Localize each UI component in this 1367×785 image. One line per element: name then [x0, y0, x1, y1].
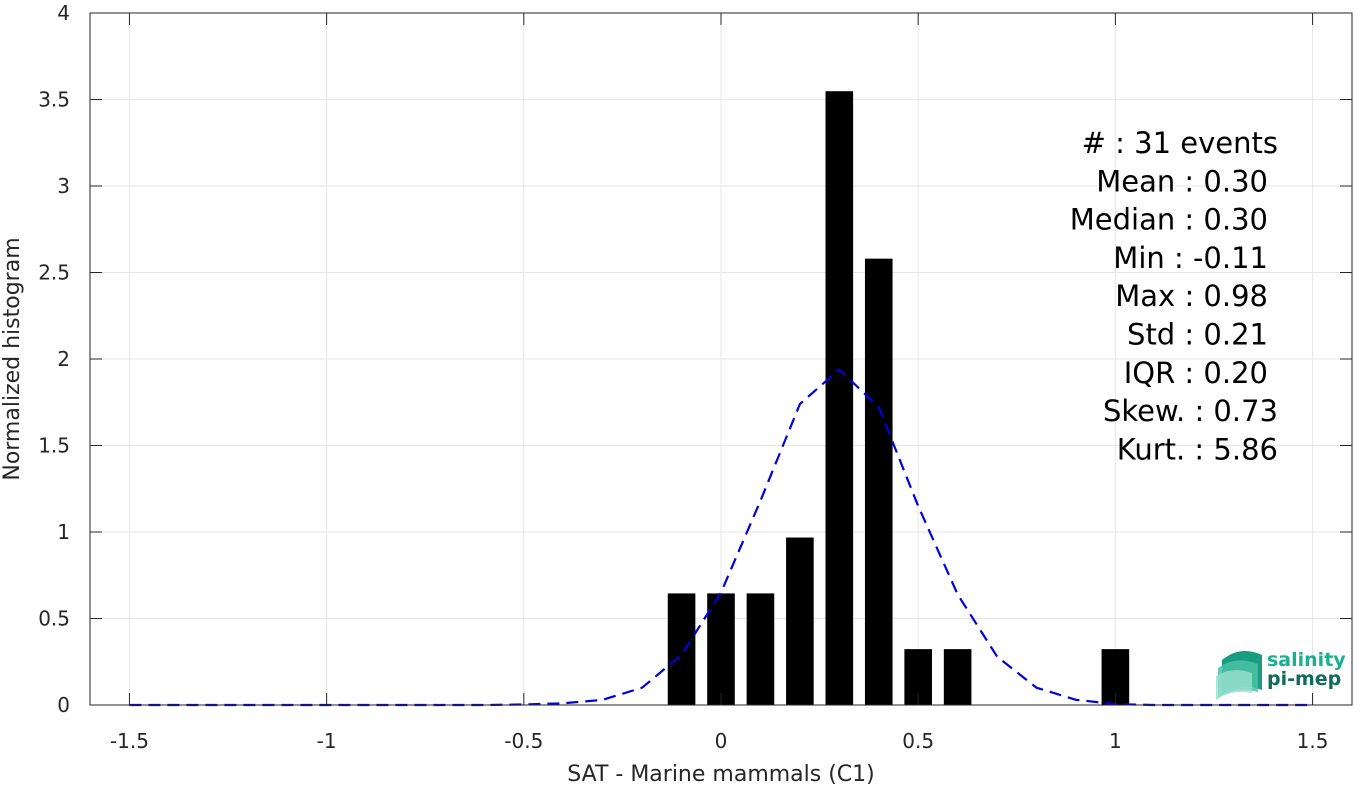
y-tick-label: 3 [57, 174, 70, 198]
stat-max: Max : 0.98 [1115, 279, 1268, 313]
x-tick-label: 1.5 [1297, 729, 1329, 753]
y-tick-labels: 0 0.5 1 1.5 2 2.5 3 3.5 4 [38, 1, 70, 717]
stat-kurt: Kurt. : 5.86 [1117, 432, 1278, 466]
x-tick-label: -1 [317, 729, 337, 753]
histogram-bar [786, 537, 814, 705]
stat-min: Min : -0.11 [1113, 241, 1268, 275]
y-tick-label: 3.5 [38, 88, 70, 112]
y-tick-label: 0 [57, 693, 70, 717]
y-tick-label: 4 [57, 1, 70, 25]
y-tick-label: 1.5 [38, 434, 70, 458]
logo-text-salinity: salinity [1267, 649, 1346, 671]
logo-text-pi-mep: pi-mep [1267, 668, 1341, 690]
statistics-box: # : 31 events Mean : 0.30 Median : 0.30 … [1070, 126, 1278, 466]
stat-median: Median : 0.30 [1070, 203, 1268, 237]
stat-mean: Mean : 0.30 [1096, 164, 1268, 198]
y-tick-label: 1 [57, 520, 70, 544]
stat-skew: Skew. : 0.73 [1103, 394, 1278, 428]
x-tick-labels: -1.5 -1 -0.5 0 0.5 1 1.5 [110, 729, 1329, 753]
y-tick-label: 2.5 [38, 261, 70, 285]
x-tick-label: -1.5 [110, 729, 149, 753]
x-tick-label: 1 [1109, 729, 1122, 753]
salinity-pi-mep-logo: salinity pi-mep [1216, 649, 1346, 700]
x-tick-label: -0.5 [504, 729, 543, 753]
stat-std: Std : 0.21 [1127, 318, 1268, 352]
logo-wave-icon [1216, 651, 1262, 700]
histogram-bar [746, 593, 775, 705]
stat-iqr: IQR : 0.20 [1124, 356, 1268, 390]
grid [90, 12, 1352, 706]
y-axis-label: Normalized histogram [0, 237, 25, 480]
y-tick-label: 2 [57, 347, 70, 371]
x-tick-label: 0 [715, 729, 728, 753]
histogram-bar [825, 91, 854, 706]
stat-count: # : 31 events [1082, 126, 1278, 160]
histogram-bar [943, 649, 972, 705]
axis-ticks [90, 12, 1352, 706]
histogram-bar [864, 258, 893, 705]
x-axis-label: SAT - Marine mammals (C1) [567, 762, 875, 785]
histogram-bar [667, 593, 696, 705]
histogram-bars [667, 91, 1130, 706]
y-tick-label: 0.5 [38, 607, 70, 631]
x-tick-label: 0.5 [902, 729, 934, 753]
histogram-bar [707, 593, 735, 705]
